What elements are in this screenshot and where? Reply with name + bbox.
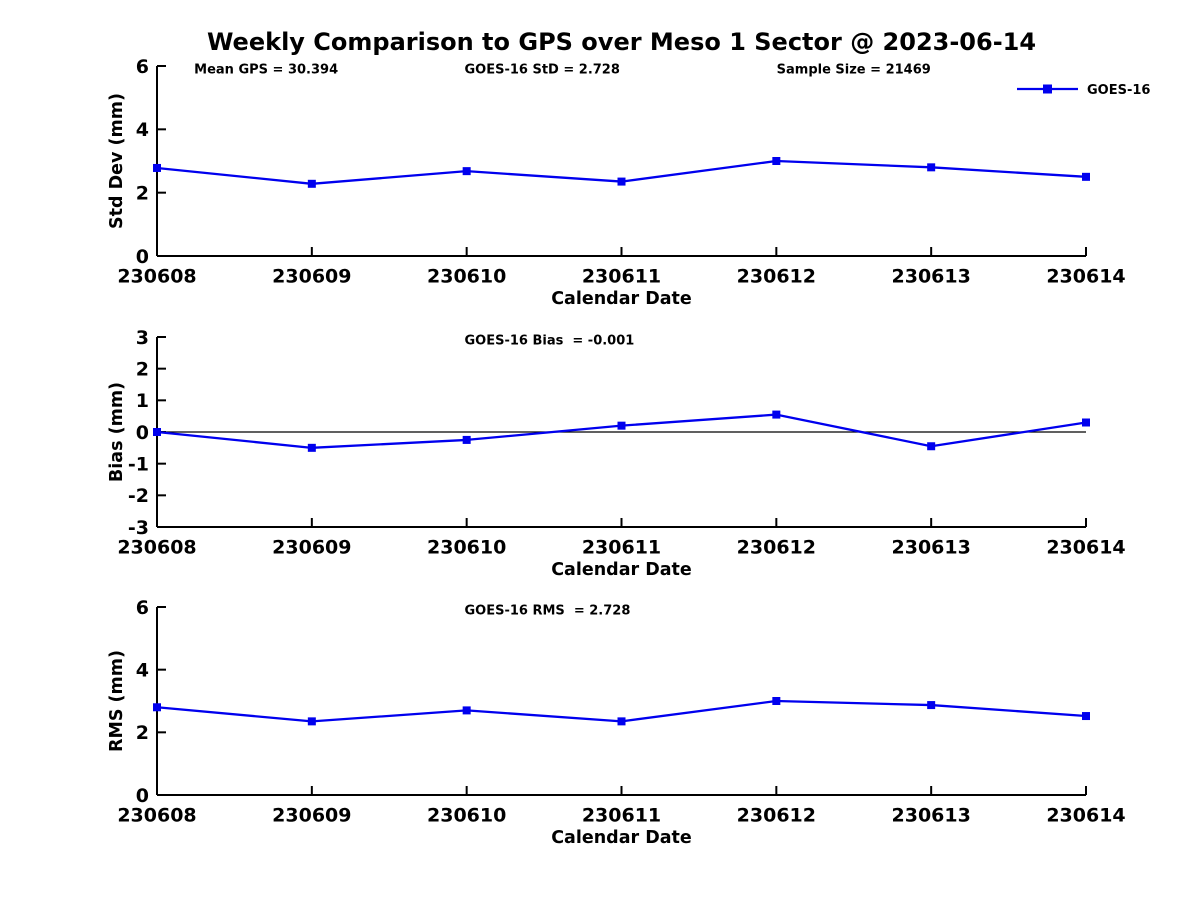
y-tick-label-0-4: 4	[136, 119, 149, 141]
x-tick-label-0-5: 230613	[892, 266, 971, 288]
data-marker-2-3	[617, 717, 626, 726]
y-axis-title-0: Std Dev (mm)	[107, 93, 127, 229]
x-axis-title-2: Calendar Date	[551, 828, 692, 848]
data-marker-2-5	[927, 701, 936, 710]
x-tick-label-1-0: 230608	[117, 537, 196, 559]
y-tick-label-0-2: 2	[136, 182, 149, 204]
y-tick-label-2-6: 6	[136, 597, 149, 619]
annotation-0-1: GOES-16 StD = 2.728	[464, 63, 619, 78]
y-tick-label-1--3: -3	[128, 517, 149, 539]
subplot-1: -3 -2 -1 0 1 2 3	[128, 327, 1090, 539]
data-marker-0-4	[772, 157, 781, 165]
data-marker-2-2	[462, 706, 471, 715]
x-tick-label-0-3: 230611	[582, 266, 661, 288]
x-tick-label-1-1: 230609	[272, 537, 351, 559]
y-tick-label-1-1: 1	[136, 390, 149, 412]
legend-marker	[1043, 84, 1052, 94]
data-marker-1-1	[307, 443, 316, 452]
subplot-0: 0 2 4 6	[136, 56, 1090, 268]
data-marker-1-3	[617, 421, 626, 430]
data-marker-2-0	[153, 703, 161, 712]
data-marker-2-6	[1082, 712, 1090, 721]
x-tick-label-0-6: 230614	[1046, 266, 1125, 288]
y-tick-label-1-0: 0	[136, 422, 149, 444]
x-tick-label-1-3: 230611	[582, 537, 661, 559]
data-marker-1-6	[1082, 418, 1090, 427]
data-marker-1-4	[772, 410, 781, 419]
y-tick-label-2-4: 4	[136, 659, 149, 681]
x-tick-label-2-1: 230609	[272, 805, 351, 827]
annotation-2-0: GOES-16 RMS = 2.728	[464, 604, 630, 619]
data-marker-1-2	[462, 435, 471, 444]
y-tick-label-2-0: 0	[136, 785, 149, 807]
data-marker-0-3	[617, 177, 626, 186]
subplot-2: 0 2 4 6	[136, 597, 1090, 807]
data-marker-0-2	[462, 167, 471, 176]
y-axis-title-2: RMS (mm)	[107, 650, 127, 752]
x-tick-label-0-4: 230612	[737, 266, 816, 288]
data-marker-0-5	[927, 163, 936, 172]
x-tick-label-2-5: 230613	[892, 805, 971, 827]
legend-label: GOES-16	[1087, 83, 1150, 98]
x-axis-title-1: Calendar Date	[551, 560, 692, 580]
x-tick-label-0-1: 230609	[272, 266, 351, 288]
x-tick-label-2-2: 230610	[427, 805, 506, 827]
x-axis-title-0: Calendar Date	[551, 289, 692, 309]
x-tick-label-2-6: 230614	[1046, 805, 1125, 827]
y-tick-label-1--1: -1	[128, 453, 149, 475]
x-tick-label-1-2: 230610	[427, 537, 506, 559]
data-line-1	[156, 413, 1087, 449]
x-tick-label-2-4: 230612	[737, 805, 816, 827]
data-marker-2-1	[307, 717, 316, 726]
data-marker-0-0	[153, 163, 161, 172]
data-marker-2-4	[772, 697, 781, 705]
y-tick-label-1--2: -2	[128, 485, 149, 507]
data-marker-0-6	[1082, 172, 1090, 181]
x-tick-label-2-3: 230611	[582, 805, 661, 827]
chart-title: Weekly Comparison to GPS over Meso 1 Sec…	[206, 28, 1037, 56]
x-tick-label-2-0: 230608	[117, 805, 196, 827]
data-marker-0-1	[307, 179, 316, 188]
x-tick-label-0-2: 230610	[427, 266, 506, 288]
x-tick-label-1-5: 230613	[892, 537, 971, 559]
annotation-0-2: Sample Size = 21469	[777, 63, 931, 78]
x-tick-label-1-6: 230614	[1046, 537, 1125, 559]
x-tick-label-0-0: 230608	[117, 266, 196, 288]
annotation-1-0: GOES-16 Bias = -0.001	[464, 334, 634, 349]
data-marker-1-5	[927, 442, 936, 451]
y-tick-label-1-2: 2	[136, 358, 149, 380]
y-tick-label-0-0: 0	[136, 246, 149, 268]
annotation-0-0: Mean GPS = 30.394	[194, 63, 338, 78]
y-axis-title-1: Bias (mm)	[107, 382, 127, 482]
data-marker-1-0	[153, 428, 161, 436]
y-tick-label-1-3: 3	[136, 327, 149, 349]
x-tick-label-1-4: 230612	[737, 537, 816, 559]
y-tick-label-0-6: 6	[136, 56, 149, 78]
y-tick-label-2-2: 2	[136, 722, 149, 744]
